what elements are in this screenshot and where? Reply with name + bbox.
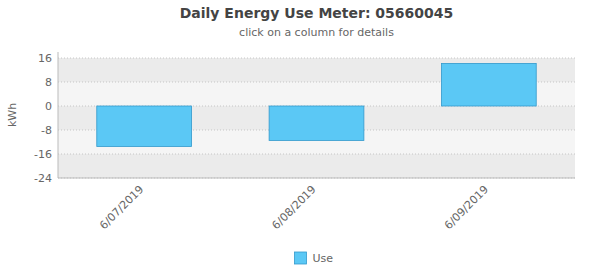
y-tick-label: 0 <box>45 100 52 113</box>
bar <box>269 106 364 141</box>
bar <box>97 106 192 147</box>
y-tick-label: -8 <box>41 124 52 137</box>
grid-line <box>58 178 575 179</box>
x-tick-label: 6/08/2019 <box>270 183 319 232</box>
title: Daily Energy Use Meter: 05660045 <box>180 5 454 21</box>
x-tick-label: 6/09/2019 <box>442 183 491 232</box>
y-tick-label: -16 <box>34 148 52 161</box>
y-axis-label: kWh <box>6 103 19 127</box>
bar <box>441 63 536 106</box>
legend-swatch <box>295 252 307 264</box>
legend-label: Use <box>313 252 334 265</box>
grid-line <box>58 58 575 59</box>
band <box>58 154 575 178</box>
x-axis-line <box>58 178 575 179</box>
y-tick-label: -24 <box>34 172 52 185</box>
y-tick-label: 8 <box>45 76 52 89</box>
subtitle: click on a column for details <box>239 26 394 39</box>
grid-line <box>58 154 575 155</box>
y-axis-line <box>58 52 59 178</box>
bars <box>97 63 536 146</box>
chart: Daily Energy Use Meter: 05660045 click on… <box>0 0 590 277</box>
x-tick-label: 6/07/2019 <box>97 183 146 232</box>
y-tick-label: 16 <box>38 52 52 65</box>
